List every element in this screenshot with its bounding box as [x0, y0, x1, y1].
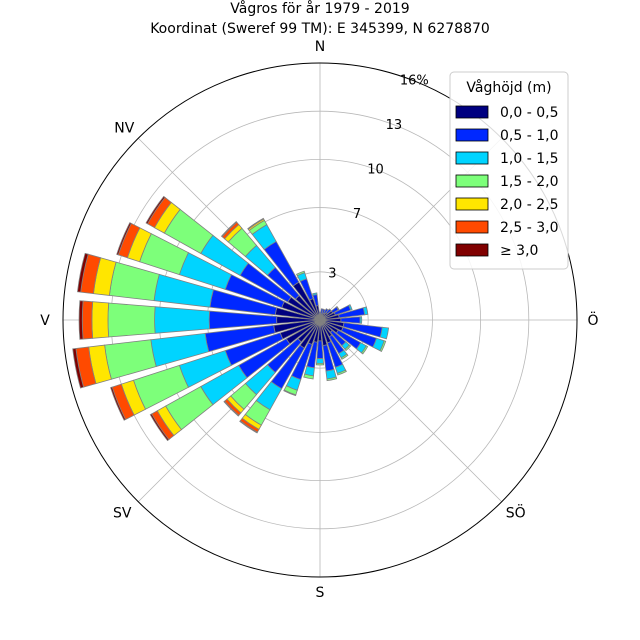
bar-dir337.5-bin3	[296, 270, 306, 277]
bar-dir78.75-bin2	[362, 306, 369, 316]
rose-bars	[72, 195, 390, 442]
bar-dir202.5-bin4	[283, 389, 297, 397]
legend-swatch-6	[455, 243, 489, 257]
legend-swatch-3	[455, 174, 489, 188]
direction-label-NV: NV	[114, 120, 134, 136]
radial-tick-label-4: 16%	[400, 74, 429, 89]
radial-tick-label-1: 7	[353, 207, 361, 222]
legend-title: Våghöjd (m)	[466, 79, 551, 96]
bar-dir157.5-bin3	[336, 369, 347, 376]
bar-dir326.25-bin5	[247, 217, 265, 230]
direction-labels: N Ö SÖ S SV V NV	[40, 39, 598, 601]
bar-dir348.75-bin2	[312, 292, 318, 296]
bar-dir168.75-bin3	[326, 376, 338, 382]
bar-dir281.25-bin3	[108, 261, 160, 302]
bar-dir258.75-bin6	[72, 348, 85, 389]
bar-dir56.25-bin2	[335, 305, 340, 311]
radial-tick-label-0: 3	[328, 266, 336, 281]
bar-dir90-bin1	[340, 316, 361, 324]
bar-dir67.5-bin2	[348, 304, 353, 311]
legend-swatch-5	[455, 220, 489, 234]
legend-swatch-1	[455, 128, 489, 142]
legend-label-3: 1,5 - 2,0	[500, 174, 558, 190]
direction-label-S: S	[316, 585, 325, 601]
direction-label-Ö: Ö	[587, 311, 598, 329]
bar-dir303.75-bin6	[145, 195, 166, 225]
legend-label-5: 2,5 - 3,0	[500, 220, 558, 236]
bar-dir180-bin1	[316, 340, 324, 359]
outer-ring	[62, 62, 578, 578]
bar-dir112.5-bin3	[379, 340, 387, 353]
bar-dir45-bin1	[325, 308, 332, 315]
bar-dir11.25-bin1	[320, 308, 324, 315]
legend: Våghöjd (m) 0,0 - 0,5 0,5 - 1,0 1,0 - 1,5 1,…	[449, 71, 569, 270]
bar-dir213.75-bin6	[239, 420, 258, 434]
legend-label-0: 0,0 - 0,5	[500, 105, 558, 121]
bar-dir225-bin6	[223, 400, 240, 417]
bar-dir135-bin3	[344, 344, 352, 352]
bar-dir270-bin3	[107, 302, 156, 338]
grid-spoke-3	[319, 319, 503, 503]
bar-dir292.5-bin6	[116, 222, 132, 256]
bar-dir270-bin4	[91, 301, 110, 339]
bar-dir33.75-bin1	[323, 308, 329, 315]
bar-dir247.5-bin6	[110, 386, 127, 421]
bar-dir281.25-bin6	[77, 252, 89, 293]
bar-dir146.25-bin3	[340, 353, 349, 360]
bar-dir90-bin2	[359, 316, 363, 324]
direction-label-SV: SV	[113, 506, 132, 522]
legend-swatch-0	[455, 105, 489, 119]
chart-title: Vågros för år 1979 - 2019	[230, 0, 409, 17]
legend-label-1: 0,5 - 1,0	[500, 128, 558, 144]
chart-subtitle: Koordinat (Sweref 99 TM): E 345399, N 62…	[150, 21, 490, 37]
bar-dir123.75-bin3	[361, 345, 369, 355]
bar-dir258.75-bin3	[104, 339, 157, 380]
legend-label-4: 2,0 - 2,5	[500, 197, 558, 213]
bar-dir180-bin2	[316, 357, 324, 364]
legend-swatch-4	[455, 197, 489, 211]
bar-dir101.25-bin2	[379, 326, 390, 340]
legend-swatch-2	[455, 151, 489, 165]
bar-dir236.25-bin6	[149, 413, 170, 442]
direction-label-N: N	[315, 39, 325, 55]
bar-dir270-bin2	[154, 306, 210, 334]
bar-dir191.25-bin3	[303, 373, 314, 380]
direction-label-SÖ: SÖ	[506, 504, 526, 522]
legend-label-2: 1,0 - 1,5	[500, 151, 558, 167]
bar-dir315-bin6	[220, 220, 238, 238]
direction-label-V: V	[40, 313, 50, 329]
legend-label-6: ≥ 3,0	[500, 243, 538, 259]
legend-box	[449, 71, 569, 270]
radial-tick-label-2: 10	[367, 163, 384, 178]
bar-dir180-bin3	[315, 362, 325, 366]
bar-dir270-bin5	[81, 300, 94, 340]
radial-tick-label-3: 13	[386, 118, 403, 133]
radial-tick-labels: 3 7 10 13 16%	[328, 74, 429, 282]
bar-dir22.5-bin1	[321, 308, 326, 315]
bar-dir270-bin6	[78, 300, 84, 340]
